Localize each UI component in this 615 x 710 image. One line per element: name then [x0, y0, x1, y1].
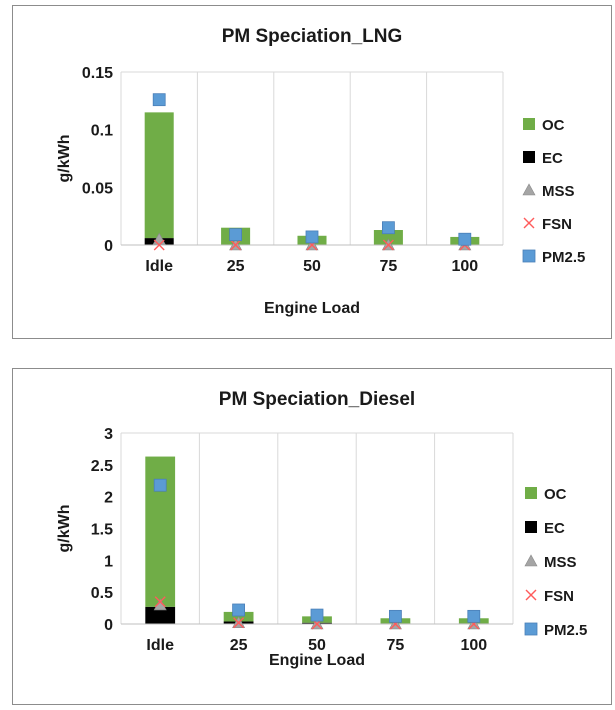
lng-point-pm25-Idle [152, 93, 166, 107]
diesel-x-axis-label: Engine Load [269, 652, 365, 669]
chart-diesel-svg: PM Speciation_Diesel 0 0.5 1 1.5 2 2.5 3 Idle 25 5… [56, 389, 587, 669]
chart-lng: PM Speciation_LNG 0 0.05 0.1 0.15 Idle 25 50 75 1… [12, 5, 612, 339]
lng-point-fsn-25 [230, 239, 242, 251]
diesel-legend-swatch-fsn-stroke-b [525, 589, 537, 601]
diesel-legend-swatch-pm25 [524, 622, 538, 636]
diesel-legend-swatch-fsn [525, 589, 537, 601]
lng-legend-swatch-oc [523, 118, 535, 130]
diesel-x-tick-label: 100 [460, 637, 487, 654]
diesel-legend-swatch-ec [525, 521, 537, 533]
lng-title: PM Speciation_LNG [222, 26, 403, 47]
diesel-y-tick-label: 2 [104, 490, 113, 507]
diesel-point-pm25-Idle [153, 478, 167, 492]
lng-y-tick-label: 0 [104, 238, 113, 255]
lng-legend-swatch-fsn [523, 217, 535, 229]
lng-x-tick-label: 25 [227, 258, 245, 275]
diesel-title: PM Speciation_Diesel [219, 389, 415, 410]
diesel-legend-label-ec: EC [544, 520, 565, 537]
lng-legend-swatch-mss [522, 183, 536, 196]
lng-legend-label-oc: OC [542, 117, 565, 134]
diesel-point-pm25-100 [467, 609, 481, 623]
diesel-legend-swatch-oc [525, 487, 537, 499]
lng-x-tick-label: Idle [145, 258, 173, 275]
diesel-legend-label-pm25: PM2.5 [544, 622, 587, 639]
diesel-point-pm25-25 [232, 603, 246, 617]
diesel-x-tick-label: 75 [387, 637, 405, 654]
lng-point-pm25-50 [305, 230, 319, 244]
lng-x-tick-label: 50 [303, 258, 321, 275]
lng-y-tick-label: 0.15 [82, 65, 113, 82]
diesel-y-tick-label: 0.5 [91, 585, 113, 602]
lng-y-tick-label: 0.05 [82, 180, 113, 197]
lng-point-fsn-25-stroke-b [230, 239, 242, 251]
lng-point-fsn-75 [382, 239, 394, 251]
lng-legend-swatch-fsn-stroke-b [523, 217, 535, 229]
diesel-x-tick-label: 50 [308, 637, 326, 654]
diesel-y-tick-label: 0 [104, 617, 113, 634]
lng-legend-swatch-pm25 [522, 249, 536, 263]
lng-legend-label-fsn: FSN [542, 216, 572, 233]
lng-point-fsn-Idle [153, 239, 165, 251]
lng-x-tick-label: 75 [380, 258, 398, 275]
diesel-y-tick-label: 2.5 [91, 458, 113, 475]
lng-point-pm25-75 [381, 221, 395, 235]
lng-y-tick-label: 0.1 [91, 123, 113, 140]
diesel-point-pm25-50 [310, 608, 324, 622]
lng-legend-swatch-ec [523, 151, 535, 163]
lng-x-tick-label: 100 [451, 258, 478, 275]
lng-bar-oc-75 [373, 230, 403, 245]
diesel-x-tick-label: 25 [230, 637, 248, 654]
diesel-legend-label-mss: MSS [544, 554, 577, 571]
lng-legend-label-pm25: PM2.5 [542, 249, 585, 266]
diesel-legend-label-oc: OC [544, 486, 567, 503]
diesel-point-pm25-75 [388, 609, 402, 623]
diesel-y-tick-label: 3 [104, 426, 113, 443]
diesel-y-axis-label: g/kWh [56, 505, 73, 553]
chart-lng-svg: PM Speciation_LNG 0 0.05 0.1 0.15 Idle 25 50 75 1… [56, 26, 585, 317]
diesel-point-fsn-Idle [154, 596, 166, 608]
lng-y-axis-label: g/kWh [56, 135, 73, 183]
diesel-legend-swatch-mss [524, 554, 538, 567]
diesel-point-fsn-Idle-stroke-b [154, 596, 166, 608]
lng-point-pm25-100 [458, 232, 472, 246]
diesel-point-fsn-25 [233, 617, 245, 629]
lng-legend-label-mss: MSS [542, 183, 575, 200]
lng-point-fsn-Idle-stroke-b [153, 239, 165, 251]
lng-point-pm25-25 [229, 228, 243, 242]
diesel-y-tick-label: 1.5 [91, 522, 113, 539]
diesel-bar-ec-Idle [145, 606, 176, 624]
diesel-x-tick-label: Idle [146, 637, 174, 654]
lng-legend-label-ec: EC [542, 150, 563, 167]
lng-x-axis-label: Engine Load [264, 300, 360, 317]
chart-diesel: PM Speciation_Diesel 0 0.5 1 1.5 2 2.5 3 Idle 25 5… [12, 368, 612, 705]
lng-bar-oc-Idle [144, 112, 174, 239]
diesel-y-tick-label: 1 [104, 553, 113, 570]
diesel-legend-label-fsn: FSN [544, 588, 574, 605]
diesel-point-fsn-25-stroke-b [233, 617, 245, 629]
lng-point-fsn-75-stroke-b [382, 239, 394, 251]
